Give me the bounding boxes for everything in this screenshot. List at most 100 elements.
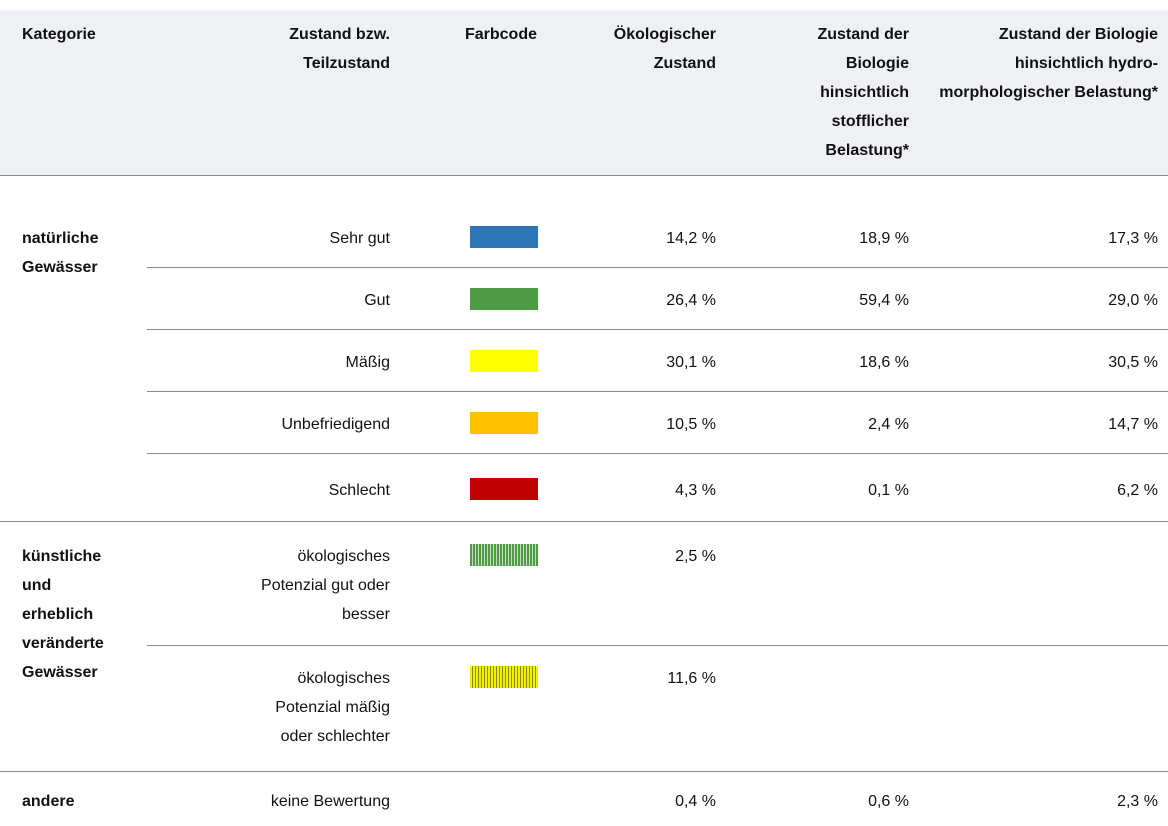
state-cell: keine Bewertung	[147, 772, 400, 826]
header-cell: Kategorie	[0, 10, 147, 176]
table-row: ökologisches Potenzial mäßig oder schlec…	[0, 646, 1168, 772]
value-cell: 4,3 %	[560, 454, 726, 522]
value-cell: 0,4 %	[560, 772, 726, 826]
header-cell: Farbcode	[400, 10, 560, 176]
header-cell: Zustand der Biologie hinsichtlich stoffl…	[726, 10, 919, 176]
cell-text: 29,0 %	[1108, 286, 1158, 315]
color-cell	[400, 646, 560, 772]
cell-text: Zustand der Biologie hinsichtlich stoffl…	[799, 20, 909, 165]
cell-text: andere	[22, 787, 74, 816]
color-swatch	[470, 544, 538, 566]
cell-text: keine Bewertung	[271, 787, 390, 816]
cell-text: 18,6 %	[859, 348, 909, 377]
cell-text: 11,6 %	[667, 664, 716, 693]
state-cell: ökologisches Potenzial gut oder besser	[147, 522, 400, 646]
category-cell: künstliche und erheblich veränderte Gewä…	[0, 522, 147, 772]
cell-text: 10,5 %	[666, 410, 716, 439]
cell-text: 30,1 %	[666, 348, 716, 377]
state-cell: Unbefriedigend	[147, 392, 400, 454]
color-swatch	[470, 412, 538, 434]
table-row: Unbefriedigend 10,5 % 2,4 % 14,7 %	[0, 392, 1168, 454]
cell-text: 17,3 %	[1108, 224, 1158, 253]
table-row: Mäßig 30,1 % 18,6 % 30,5 %	[0, 330, 1168, 392]
state-table: Kategorie Zustand bzw. Teilzustand Farbcod…	[0, 10, 1168, 826]
color-swatch	[470, 226, 538, 248]
color-cell	[400, 330, 560, 392]
table-body: natürliche Gewässer Sehr gut 14,2 % 18,9 % 1…	[0, 176, 1168, 826]
cell-text: Mäßig	[346, 348, 390, 377]
header-cell: Zustand bzw. Teilzustand	[147, 10, 400, 176]
state-cell: Sehr gut	[147, 176, 400, 268]
color-cell	[400, 522, 560, 646]
table-row: andere keine Bewertung 0,4 % 0,6 % 2,3 %	[0, 772, 1168, 826]
value-cell: 30,1 %	[560, 330, 726, 392]
color-cell	[400, 392, 560, 454]
value-cell: 2,5 %	[560, 522, 726, 646]
color-cell	[400, 268, 560, 330]
cell-text: 6,2 %	[1117, 476, 1158, 505]
cell-text: 4,3 %	[675, 476, 716, 505]
value-cell	[726, 646, 919, 772]
cell-text: Gut	[364, 286, 390, 315]
value-cell: 10,5 %	[560, 392, 726, 454]
category-cell: andere	[0, 772, 147, 826]
color-cell	[400, 772, 560, 826]
value-cell: 14,2 %	[560, 176, 726, 268]
color-cell	[400, 176, 560, 268]
cell-text: ökologisches Potenzial gut oder besser	[240, 542, 390, 629]
header-cell: Zustand der Biologie hinsichtlich hydro-…	[919, 10, 1168, 176]
cell-text: 14,2 %	[666, 224, 716, 253]
table-row: Gut 26,4 % 59,4 % 29,0 %	[0, 268, 1168, 330]
color-swatch	[470, 350, 538, 372]
value-cell: 14,7 %	[919, 392, 1168, 454]
value-cell: 59,4 %	[726, 268, 919, 330]
value-cell	[919, 522, 1168, 646]
cell-text: Ökologischer Zustand	[566, 20, 716, 78]
table-row: Schlecht 4,3 % 0,1 % 6,2 %	[0, 454, 1168, 522]
cell-text: Zustand der Biologie hinsichtlich hydro-…	[923, 20, 1158, 107]
header-cell: Ökologischer Zustand	[560, 10, 726, 176]
cell-text: 0,6 %	[868, 787, 909, 816]
state-cell: Schlecht	[147, 454, 400, 522]
cell-text: 2,3 %	[1117, 787, 1158, 816]
value-cell: 17,3 %	[919, 176, 1168, 268]
cell-text: künstliche und erheblich veränderte Gewä…	[22, 542, 122, 687]
value-cell	[919, 646, 1168, 772]
color-swatch	[470, 478, 538, 500]
cell-text: 30,5 %	[1108, 348, 1158, 377]
color-swatch	[470, 288, 538, 310]
cell-text: Unbefriedigend	[281, 410, 390, 439]
cell-text: 26,4 %	[666, 286, 716, 315]
header-row: Kategorie Zustand bzw. Teilzustand Farbcod…	[0, 10, 1168, 176]
value-cell: 30,5 %	[919, 330, 1168, 392]
value-cell: 26,4 %	[560, 268, 726, 330]
cell-text: 18,9 %	[859, 224, 909, 253]
state-cell: Gut	[147, 268, 400, 330]
cell-text: Zustand bzw. Teilzustand	[280, 20, 390, 78]
value-cell	[726, 522, 919, 646]
value-cell: 2,4 %	[726, 392, 919, 454]
color-cell	[400, 454, 560, 522]
value-cell: 0,1 %	[726, 454, 919, 522]
state-cell: Mäßig	[147, 330, 400, 392]
cell-text: Farbcode	[465, 20, 537, 49]
value-cell: 18,9 %	[726, 176, 919, 268]
cell-text: 0,1 %	[868, 476, 909, 505]
value-cell: 11,6 %	[560, 646, 726, 772]
cell-text: 59,4 %	[859, 286, 909, 315]
value-cell: 18,6 %	[726, 330, 919, 392]
cell-text: 2,4 %	[868, 410, 909, 439]
category-cell: natürliche Gewässer	[0, 176, 147, 522]
cell-text: 14,7 %	[1108, 410, 1158, 439]
value-cell: 0,6 %	[726, 772, 919, 826]
cell-text: natürliche Gewässer	[22, 224, 122, 282]
cell-text: ökologisches Potenzial mäßig oder schlec…	[240, 664, 390, 751]
cell-text: Sehr gut	[330, 224, 390, 253]
value-cell: 6,2 %	[919, 454, 1168, 522]
cell-text: 0,4 %	[675, 787, 716, 816]
color-swatch	[470, 666, 538, 688]
cell-text: 2,5 %	[675, 542, 716, 571]
value-cell: 29,0 %	[919, 268, 1168, 330]
